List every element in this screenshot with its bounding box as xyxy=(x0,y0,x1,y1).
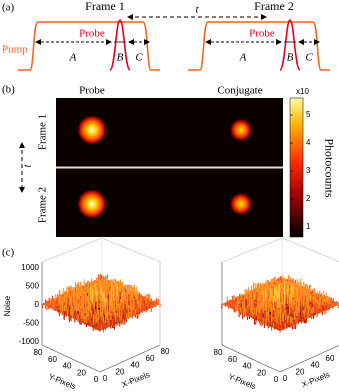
y-tick-label: 80 xyxy=(214,348,223,357)
y-tick-label: 60 xyxy=(228,355,237,364)
axis-edge xyxy=(99,344,161,373)
colorbar-tick-label: 5 xyxy=(306,110,311,119)
y-tick-label: 40 xyxy=(63,362,72,371)
z-tick-label: -500 xyxy=(23,319,40,328)
panel-label: (a) xyxy=(2,2,15,14)
x-tick-label: 20 xyxy=(296,367,305,376)
y-tick-label: 60 xyxy=(48,355,57,364)
y-axis-label: Y-Pixels xyxy=(227,372,257,391)
colorbar-tick-label: 3 xyxy=(306,166,311,175)
x-tick-label: 0 xyxy=(283,374,288,383)
pulse-group: Probe A B C xyxy=(18,19,160,71)
colorbar xyxy=(289,97,304,238)
y-tick-label: 80 xyxy=(34,348,43,357)
x-axis-label: X-Pixels xyxy=(301,370,332,389)
conjugate-spot xyxy=(229,192,253,216)
pump-pulse xyxy=(18,21,160,71)
x-axis-label: X-Pixels xyxy=(121,370,152,389)
row-label: Frame 1 xyxy=(37,114,49,150)
row-label: Frame 2 xyxy=(37,187,49,223)
z-tick-label: 500 xyxy=(26,282,40,291)
y-tick-label: 0 xyxy=(94,375,99,384)
segment-label: A xyxy=(69,52,77,64)
colorbar-multiplier: x10 xyxy=(296,87,309,96)
delay-label: t xyxy=(22,164,34,168)
surface-spike xyxy=(316,303,318,307)
probe-pulse xyxy=(109,19,131,71)
z-tick-label: -1000 xyxy=(19,337,40,346)
colorbar-tick-label: 4 xyxy=(306,138,311,147)
y-axis-label: Y-Pixels xyxy=(47,372,77,391)
z-axis-label: Noise xyxy=(3,295,12,316)
probe-spot xyxy=(77,115,107,145)
x-tick-label: 20 xyxy=(116,367,125,376)
colorbar-tick-label: 2 xyxy=(306,194,311,203)
segment-label: B xyxy=(117,52,124,64)
column-label: Probe xyxy=(79,85,105,97)
colorbar-tick-label: 1 xyxy=(306,222,311,231)
axis-edge xyxy=(281,237,339,262)
axis-edge xyxy=(221,237,283,263)
pump-label: Pump xyxy=(2,44,28,56)
x-tick-label: 40 xyxy=(311,361,320,370)
z-tick-label: 1000 xyxy=(21,263,39,272)
y-tick-label: 40 xyxy=(243,362,252,371)
colorbar-ticks: 1 2 3 4 5 xyxy=(290,110,311,231)
x-tick-label: 0 xyxy=(103,374,108,383)
axis-edge xyxy=(279,345,339,373)
y-tick-label: 0 xyxy=(274,375,279,384)
y-tick-label: 20 xyxy=(257,368,266,377)
axis-edge xyxy=(41,237,103,263)
axis-edge xyxy=(221,344,281,373)
axis-edge xyxy=(41,344,101,373)
probe-spot xyxy=(77,189,107,219)
frame-label: Frame 2 xyxy=(254,0,294,13)
x-tick-label: 60 xyxy=(146,354,155,363)
panel-label: (c) xyxy=(2,247,15,259)
colorbar-label: Photocounts xyxy=(322,138,336,198)
panel-label: (b) xyxy=(2,84,15,96)
segment-label: C xyxy=(135,52,143,64)
x-tick-label: 40 xyxy=(131,361,140,370)
delay-label: t xyxy=(195,4,199,16)
conjugate-spot xyxy=(229,118,253,142)
x-tick-label: 60 xyxy=(326,354,335,363)
y-tick-label: 20 xyxy=(77,368,86,377)
probe-label: Probe xyxy=(79,28,105,40)
frame-label: Frame 1 xyxy=(85,0,125,13)
axis-edge xyxy=(101,237,161,263)
x-tick-label: 80 xyxy=(161,347,170,356)
z-tick-label: 0 xyxy=(35,300,40,309)
pulse-group-copy xyxy=(188,20,330,70)
column-label: Conjugate xyxy=(217,85,262,97)
